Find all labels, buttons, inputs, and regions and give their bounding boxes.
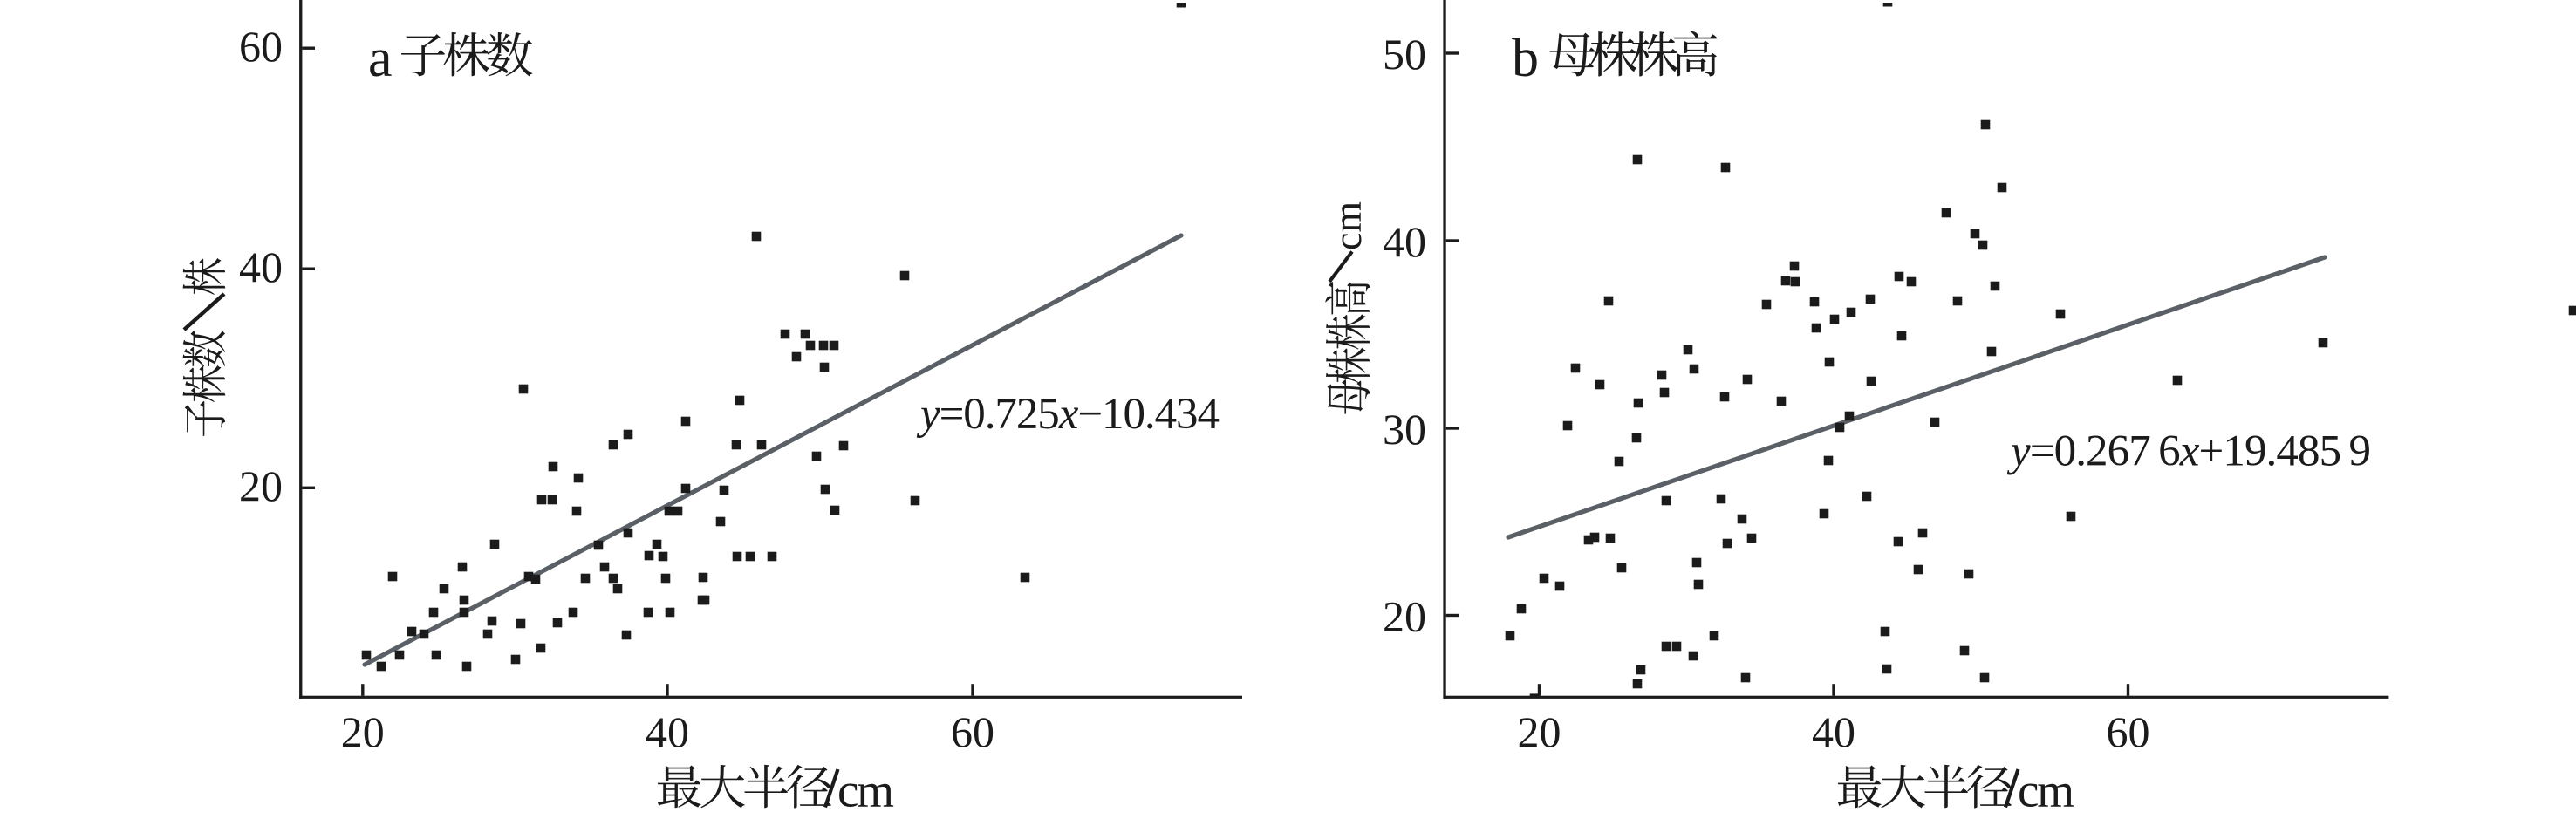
svg-text:40: 40 bbox=[1383, 217, 1426, 266]
svg-text:cm: cm bbox=[837, 764, 894, 816]
svg-text:y=0.267 6x+19.485 9: y=0.267 6x+19.485 9 bbox=[2006, 427, 2371, 476]
svg-text:20: 20 bbox=[341, 707, 385, 756]
svg-text:20: 20 bbox=[1518, 707, 1561, 756]
svg-text:a: a bbox=[368, 29, 393, 88]
svg-text:50: 50 bbox=[1383, 30, 1426, 78]
svg-text:cm: cm bbox=[2018, 764, 2074, 816]
svg-text:20: 20 bbox=[1383, 592, 1426, 641]
svg-text:cm: cm bbox=[1325, 201, 1370, 250]
svg-text:60: 60 bbox=[2107, 707, 2150, 756]
svg-text:20: 20 bbox=[239, 461, 283, 510]
svg-text:b: b bbox=[1512, 29, 1539, 88]
svg-text:40: 40 bbox=[646, 707, 689, 756]
svg-text:y=0.725x−10.434: y=0.725x−10.434 bbox=[916, 390, 1220, 439]
svg-text:30: 30 bbox=[1383, 405, 1426, 454]
svg-text:40: 40 bbox=[1812, 707, 1855, 756]
svg-text:60: 60 bbox=[239, 22, 283, 71]
svg-text:60: 60 bbox=[951, 707, 994, 756]
svg-text:40: 40 bbox=[239, 242, 283, 291]
